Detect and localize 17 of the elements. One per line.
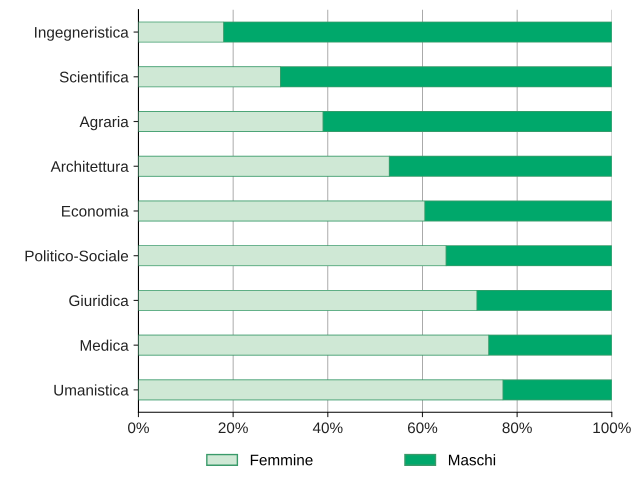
x-tick-label: 80% bbox=[502, 422, 532, 434]
legend-label: Femmine bbox=[250, 454, 313, 466]
y-tick-label: Giuridica bbox=[69, 294, 129, 306]
x-tick-label: 20% bbox=[218, 422, 248, 434]
y-tick-label: Scientifica bbox=[60, 71, 129, 82]
x-tick-label: 0% bbox=[128, 422, 149, 434]
y-tick-label: Economia bbox=[62, 205, 129, 217]
x-tick-label: 100% bbox=[593, 422, 631, 434]
y-tick-label: Politico-Sociale bbox=[26, 250, 128, 262]
x-tick-label: 40% bbox=[312, 422, 343, 434]
y-tick-label: Agraria bbox=[80, 116, 129, 130]
y-tick-label: Architettura bbox=[50, 160, 129, 172]
y-tick-label: Medica bbox=[80, 340, 129, 351]
y-tick-label: Umanistica bbox=[54, 384, 129, 396]
x-tick-label: 60% bbox=[408, 422, 438, 434]
legend-label: Maschi bbox=[448, 454, 496, 466]
y-tick-label: Ingegneristica bbox=[35, 26, 129, 41]
